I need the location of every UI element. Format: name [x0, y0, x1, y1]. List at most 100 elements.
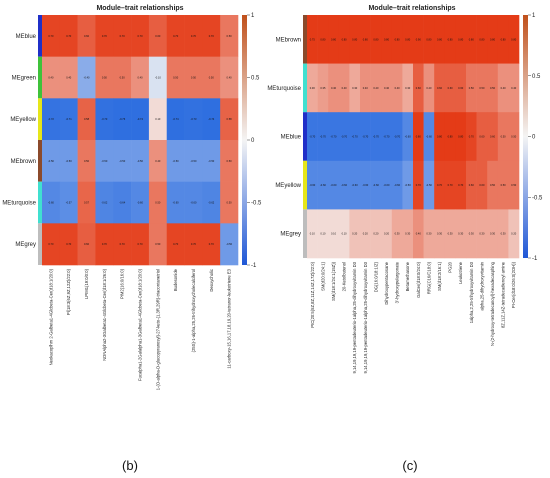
heatmap-cell — [166, 140, 185, 182]
heatmap-cell — [360, 112, 371, 162]
cell-value-label: -0.60 — [137, 201, 143, 205]
heatmap-cell — [444, 63, 456, 113]
cell-value-label: 0.70 — [48, 34, 54, 38]
cell-value-label: -0.72 — [48, 117, 54, 121]
heatmap-cell — [434, 209, 446, 259]
cell-value-label: 0.80 — [320, 37, 326, 41]
cell-value-label: -0.70 — [352, 135, 358, 139]
heatmap-cell — [42, 15, 61, 57]
heatmap-cell — [476, 160, 488, 210]
heatmap-cell — [360, 15, 371, 64]
cell-value-label: 0.30 — [437, 232, 443, 236]
heatmap-cell — [349, 209, 361, 259]
cell-value-label: 0.70 — [469, 135, 475, 139]
heatmap-cell — [413, 209, 424, 259]
cell-value-label: 0.80 — [331, 37, 337, 41]
cell-value-label: 0.70 — [437, 183, 443, 187]
column-label: 11-carboxy-15,16,17,18,19,20-tetranor-le… — [227, 268, 232, 368]
cell-value-label: 0.60 — [479, 135, 485, 139]
column-label: SM(d18:1/24:1(15Z)) — [331, 261, 336, 300]
cell-value-label: 0.60 — [437, 86, 443, 90]
cell-value-label: 0.80 — [342, 37, 348, 41]
colorbar — [523, 15, 528, 258]
cell-value-label: 0.57 — [84, 201, 90, 205]
heatmap-cell — [434, 112, 446, 162]
heatmap-cell — [402, 160, 414, 210]
cell-value-label: 0.80 — [490, 37, 496, 41]
cell-value-label: 0.60 — [416, 86, 422, 90]
cell-value-label: -0.50 — [48, 159, 54, 163]
cell-value-label: -0.50 — [208, 159, 214, 163]
heatmap-cell — [455, 112, 467, 162]
heatmap-cell — [487, 15, 499, 64]
cell-value-label: 0.80 — [437, 37, 443, 41]
column-label: 9,14,19,19,19-pentadeuterio-1alpha,25-di… — [363, 261, 368, 373]
heatmap-cell — [423, 15, 435, 64]
row-color-swatch — [38, 140, 42, 182]
cell-value-label: 0.80 — [469, 37, 475, 41]
cell-value-label: 0.60 — [155, 34, 161, 38]
cell-value-label: -0.57 — [66, 201, 72, 205]
heatmap-cell — [444, 209, 456, 259]
heatmap-cell — [166, 56, 185, 99]
heatmap-cell — [508, 209, 520, 259]
colorbar-tick-label: 0.5 — [251, 76, 260, 82]
heatmap-cell — [402, 209, 414, 259]
heatmap-cell — [317, 63, 329, 113]
column-label: SM(d18:2/16:1) — [437, 261, 442, 290]
cell-value-label: 0.80 — [416, 135, 422, 139]
heatmap-cell — [508, 160, 520, 210]
heatmap-cell — [360, 63, 371, 113]
cell-value-label: 0.60 — [490, 135, 496, 139]
cell-value-label: 0.60 — [84, 242, 90, 246]
heatmap-cell — [59, 223, 78, 266]
heatmap-cell — [184, 223, 203, 266]
cell-value-label: 0.50 — [479, 86, 485, 90]
row-color-swatch — [303, 112, 307, 161]
heatmap-cell — [413, 160, 424, 210]
cell-value-label: 0.80 — [352, 37, 358, 41]
cell-value-label: -0.70 — [384, 135, 390, 139]
heatmap-cell — [349, 112, 361, 162]
heatmap-cell — [42, 181, 61, 224]
row-label: MEturquoise — [267, 86, 301, 92]
row-label: MEblue — [16, 34, 37, 40]
heatmap-cell — [307, 160, 318, 210]
cell-value-label: 0.20 — [373, 232, 379, 236]
colorbar-tick-label: -0.5 — [251, 201, 262, 207]
heatmap-cell — [95, 98, 114, 141]
heatmap-cell — [487, 209, 499, 259]
heatmap-cell — [413, 112, 424, 162]
cell-value-label: -0.50 — [137, 159, 143, 163]
heatmap-cell — [434, 63, 446, 113]
cell-value-label: -0.60 — [405, 135, 411, 139]
heatmap-cell — [184, 181, 203, 224]
row-label: MEturquoise — [2, 201, 36, 207]
heatmap-cell — [508, 112, 520, 162]
heatmap-cell — [508, 63, 520, 113]
cell-value-label: 0.30 — [352, 86, 358, 90]
heatmap-cell — [42, 98, 61, 141]
cell-value-label: -0.73 — [190, 117, 196, 121]
cell-value-label: 0.40 — [342, 86, 348, 90]
cell-value-label: -0.60 — [320, 183, 326, 187]
cell-value-label: 0.10 — [342, 232, 348, 236]
cell-value-label: -0.70 — [373, 135, 379, 139]
heatmap-cell — [497, 15, 509, 64]
row-color-swatch — [38, 56, 42, 99]
heatmap-cell — [202, 223, 221, 266]
heatmap-cell — [166, 181, 185, 224]
cell-value-label: 0.40 — [137, 76, 143, 80]
row-label: MEblue — [281, 135, 302, 141]
heatmap-cell — [434, 160, 446, 210]
cell-value-label: 0.80 — [448, 37, 454, 41]
cell-value-label: 0.80 — [437, 135, 443, 139]
cell-value-label: 0.40 — [426, 86, 432, 90]
cell-value-label: 0.70 — [448, 183, 454, 187]
heatmap-cell — [381, 209, 393, 259]
cell-value-label: 0.80 — [384, 37, 390, 41]
heatmap-cell — [444, 15, 456, 64]
cell-value-label: 0.80 — [373, 37, 379, 41]
cell-value-label: 0.50 — [209, 76, 215, 80]
